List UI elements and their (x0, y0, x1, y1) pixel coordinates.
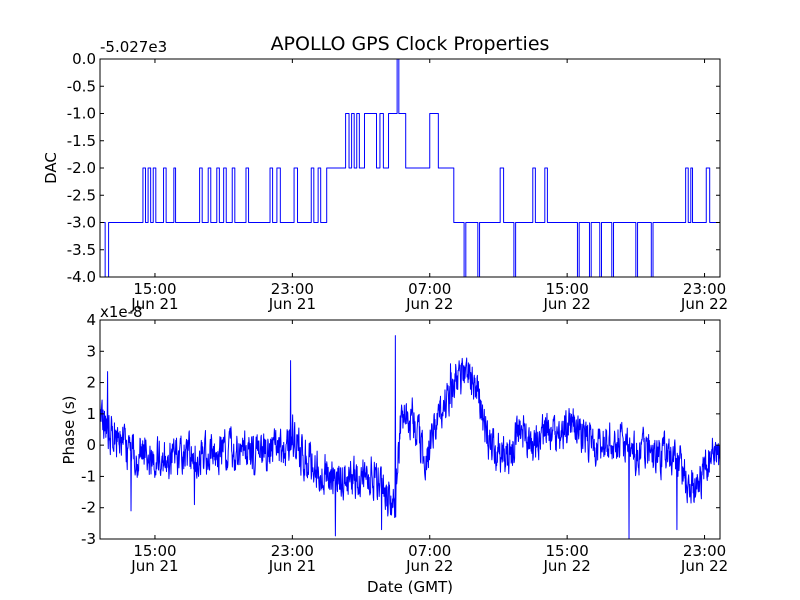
dac-x-tick-date-label: Jun 22 (405, 295, 453, 313)
phase-x-tick-time-label: 23:00 (271, 542, 314, 560)
dac-offset-label: -5.027e3 (100, 38, 167, 56)
dac-x-tick-date-label: Jun 21 (268, 295, 316, 313)
phase-y-tick-label: 3 (86, 342, 96, 360)
phase-x-tick-date-label: Jun 22 (405, 557, 453, 575)
phase-x-tick-time-label: 07:00 (408, 542, 451, 560)
phase-x-tick-date-label: Jun 22 (542, 557, 590, 575)
phase-y-tick-label: 4 (86, 311, 96, 329)
dac-y-tick-label: -0.5 (67, 77, 96, 95)
phase-x-tick-date-label: Jun 22 (680, 557, 728, 575)
dac-y-axis-label: DAC (42, 152, 60, 184)
phase-series-line (99, 335, 721, 540)
dac-y-tick-label: -3.5 (67, 241, 96, 259)
dac-x-tick-time-label: 15:00 (546, 280, 589, 298)
dac-y-tick-label: -3.0 (67, 214, 96, 232)
phase-x-tick-time-label: 23:00 (683, 542, 726, 560)
phase-y-tick-label: -2 (81, 499, 96, 517)
dac-y-tick-label: 0.0 (72, 50, 96, 68)
phase-y-axis-label: Phase (s) (60, 395, 78, 464)
phase-y-tick-label: 0 (86, 436, 96, 454)
dac-x-tick-time-label: 23:00 (271, 280, 314, 298)
dac-y-tick-label: -4.0 (67, 268, 96, 286)
dac-x-tick-time-label: 15:00 (133, 280, 176, 298)
dac-y-tick-label: -1.5 (67, 132, 96, 150)
dac-y-tick-label: -2.0 (67, 159, 96, 177)
dac-x-tick-date-label: Jun 21 (130, 295, 178, 313)
dac-x-tick-time-label: 23:00 (683, 280, 726, 298)
phase-offset-label: x1e-8 (100, 303, 143, 321)
phase-y-tick-label: 2 (86, 374, 96, 392)
phase-x-tick-date-label: Jun 21 (268, 557, 316, 575)
dac-y-tick-label: -2.5 (67, 186, 96, 204)
phase-x-tick-time-label: 15:00 (546, 542, 589, 560)
x-axis-label: Date (GMT) (367, 578, 453, 596)
dac-panel: 0.0 -0.5 -1.0 -1.5 -2.0 -2.5 -3.0 -3.5 -4.0 15:00… (42, 38, 728, 313)
phase-y-tick-label: 1 (86, 405, 96, 423)
dac-x-tick-time-label: 07:00 (408, 280, 451, 298)
dac-y-tick-label: -1.0 (67, 105, 96, 123)
chart-title: APOLLO GPS Clock Properties (271, 33, 550, 55)
phase-x-tick-date-label: Jun 21 (130, 557, 178, 575)
dac-series-line (100, 58, 720, 278)
phase-x-tick-time-label: 15:00 (133, 542, 176, 560)
phase-y-tick-label: -3 (81, 530, 96, 548)
phase-y-tick-label: -1 (81, 467, 96, 485)
dac-x-tick-date-label: Jun 22 (542, 295, 590, 313)
phase-axes-frame (99, 319, 721, 540)
dac-x-tick-date-label: Jun 22 (680, 295, 728, 313)
